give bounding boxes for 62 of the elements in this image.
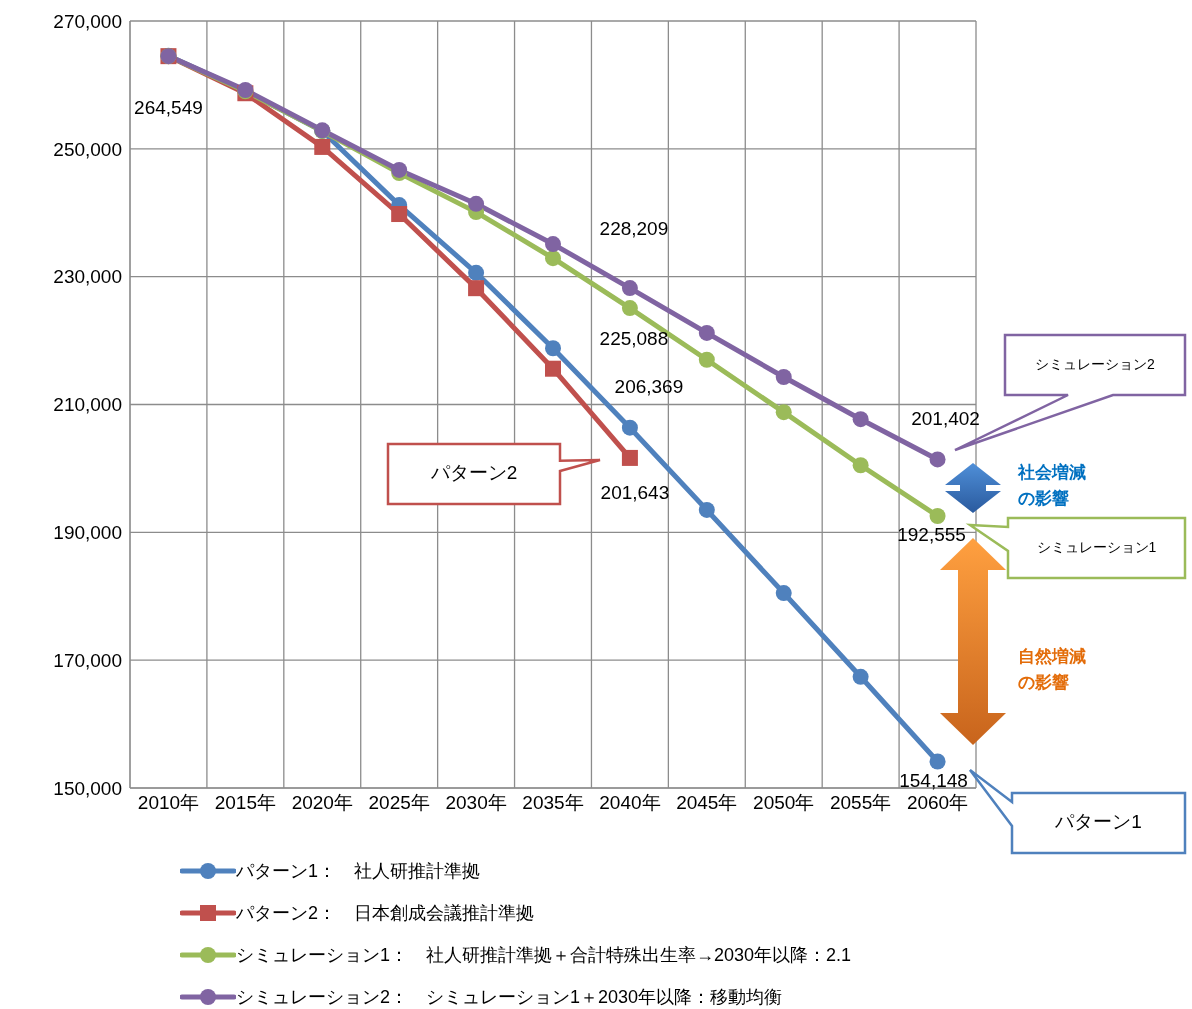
- data-label: 154,148: [899, 769, 968, 791]
- point: [545, 340, 561, 357]
- callout-box: パターン2: [386, 442, 602, 506]
- point: [468, 264, 485, 281]
- data-label: 228,209: [599, 218, 669, 240]
- point: [775, 369, 792, 386]
- annotation: パターン2: [429, 462, 518, 484]
- point: [929, 451, 946, 468]
- point: [314, 138, 331, 155]
- point: [545, 360, 561, 377]
- callout-box: パターン1: [968, 768, 1187, 855]
- x-tick-label: 2055年: [830, 792, 892, 814]
- legend-label: パターン1： 社人研推計準拠: [236, 860, 481, 883]
- point: [775, 585, 792, 602]
- point: [545, 236, 561, 253]
- legend-label: シミュレーション1： 社人研推計準拠＋合計特殊出生率→2030年以降：2.1: [236, 944, 852, 967]
- x-tick-label: 2010年: [137, 792, 200, 814]
- data-label: 192,555: [897, 524, 966, 546]
- point: [621, 300, 638, 317]
- point: [698, 324, 715, 341]
- y-tick-label: 190,000: [53, 522, 122, 544]
- y-tick-label: 270,000: [53, 10, 122, 32]
- text: 自然増減の影響: [1018, 646, 1087, 694]
- point: [929, 508, 946, 524]
- x-tick-label: 2030年: [445, 792, 507, 814]
- data-label: 264,549: [134, 96, 203, 118]
- x-tick-label: 2025年: [368, 792, 430, 814]
- x-tick-label: 2040年: [599, 792, 661, 814]
- y-tick-label: 170,000: [53, 649, 122, 671]
- text: 社会増減の影響: [1018, 462, 1087, 510]
- point: [391, 161, 408, 178]
- x-tick-label: 2045年: [676, 792, 738, 814]
- point: [852, 457, 869, 474]
- point: [698, 501, 715, 518]
- point: [698, 351, 715, 368]
- point: [929, 753, 946, 770]
- x-tick-label: 2015年: [214, 792, 276, 814]
- x-tick-label: 2020年: [291, 792, 353, 814]
- x-tick-label: 2050年: [753, 792, 815, 814]
- data-label: 201,643: [600, 481, 670, 503]
- data-label: 206,369: [614, 375, 684, 397]
- x-tick-label: 2060年: [906, 792, 969, 814]
- point: [852, 411, 869, 428]
- callout-box: シミュレーション1: [965, 516, 1187, 580]
- point: [621, 280, 638, 297]
- point: [621, 449, 638, 466]
- point: [545, 250, 561, 267]
- point: [468, 195, 485, 212]
- legend-label: シミュレーション2： シミュレーション1＋2030年以降：移動均衡: [236, 986, 783, 1009]
- point: [391, 206, 408, 223]
- point: [468, 280, 485, 297]
- y-tick-label: 250,000: [53, 138, 122, 160]
- legend-label: パターン2： 日本創成会議推計準拠: [236, 902, 535, 925]
- point: [852, 668, 869, 685]
- point: [775, 404, 792, 421]
- y-tick-label: 210,000: [53, 394, 122, 416]
- y-tick-label: 150,000: [53, 777, 122, 799]
- y-tick-label: 230,000: [53, 266, 122, 288]
- data-label: 201,402: [911, 408, 980, 430]
- x-tick-label: 2035年: [522, 792, 584, 814]
- point: [621, 419, 638, 436]
- data-label: 225,088: [599, 328, 669, 350]
